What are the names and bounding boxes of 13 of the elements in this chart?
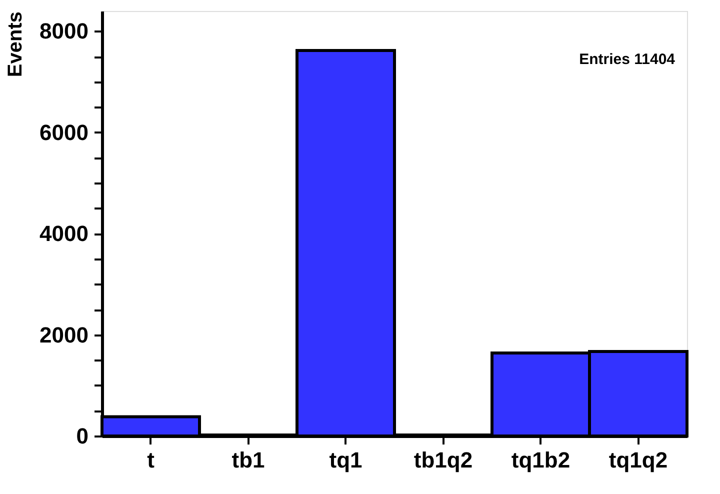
annotation: Entries 11404 [579,51,676,68]
x-tick-label: tb1 [232,448,265,472]
x-tick-label: tq1q2 [608,448,668,472]
y-tick-label: 4000 [40,221,88,246]
y-tick-label: 0 [76,424,88,448]
y-axis-title: Events [4,12,27,78]
y-tick-label: 2000 [40,322,88,348]
y-tick-label: 8000 [40,18,88,44]
x-tick-label: tb1q2 [414,448,473,472]
x-tick-label: tq1b2 [511,448,570,472]
x-tick-label: t [147,448,156,472]
x-tick-label: tq1 [329,448,362,472]
y-tick-label: 6000 [40,120,88,145]
